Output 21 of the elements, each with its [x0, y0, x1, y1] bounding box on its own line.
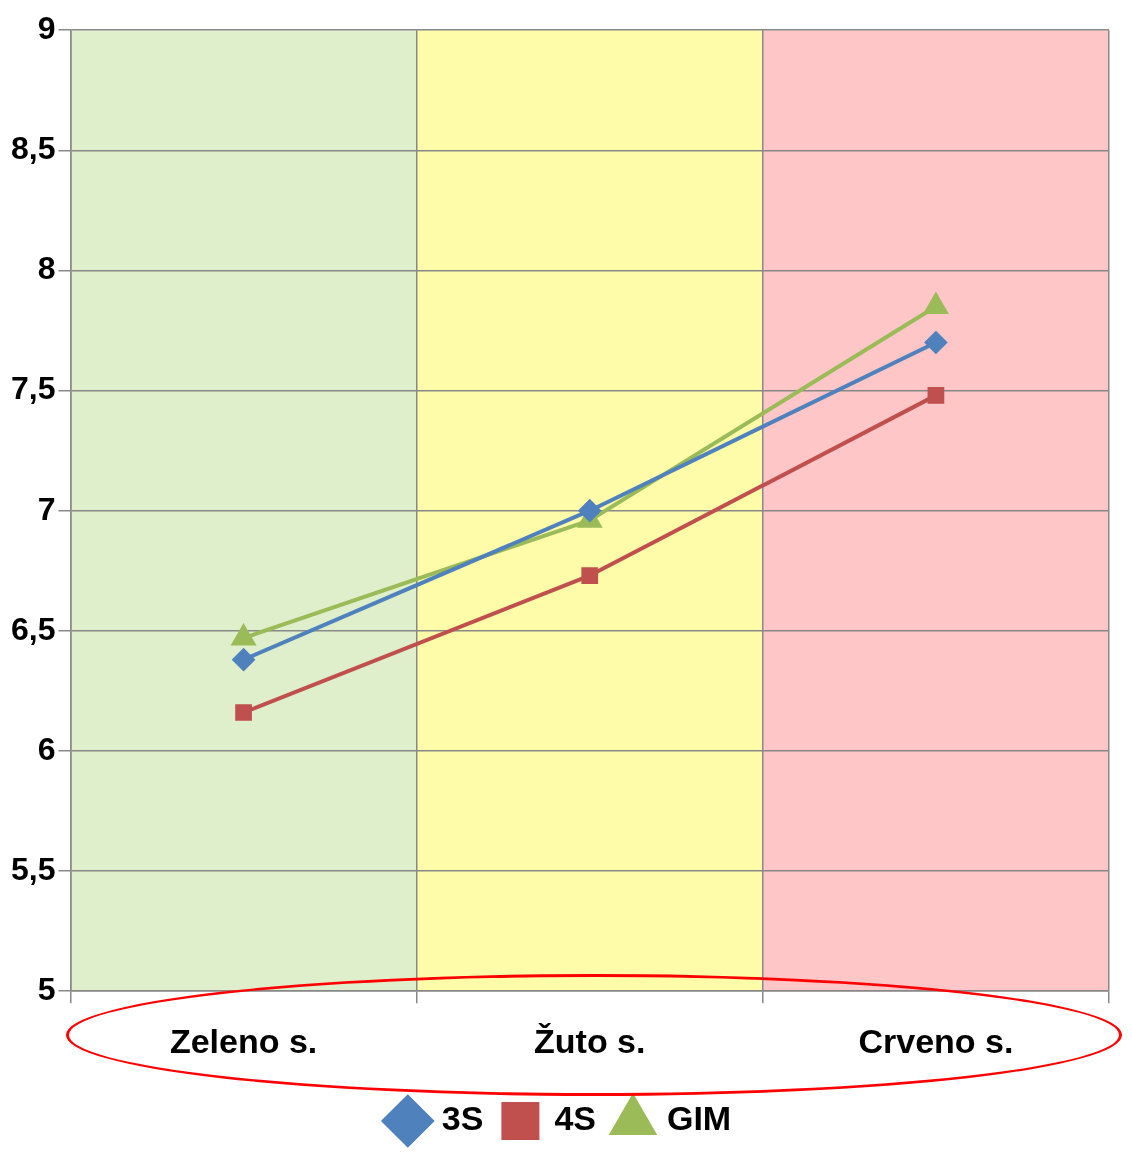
x-tick-label: Zeleno s. [169, 1021, 318, 1060]
point [581, 567, 599, 584]
y-tick-label: 5 [37, 971, 56, 1008]
y-tick-label: 6 [37, 730, 56, 767]
x-tick-label: Crveno s. [858, 1021, 1014, 1060]
y-tick-label: 8 [37, 250, 56, 287]
point [235, 704, 252, 721]
y-tick-label: 8,5 [11, 130, 56, 167]
point [927, 387, 945, 404]
y-tick-label: 7,5 [11, 370, 56, 407]
legend-label: 4S [554, 1099, 596, 1138]
point [924, 331, 947, 354]
y-tick-label: 7 [37, 490, 56, 527]
y-tick-label: 9 [37, 10, 56, 47]
legend-label: 3S [441, 1099, 484, 1138]
legend-label: GIM [666, 1099, 732, 1138]
y-tick-label: 5,5 [11, 850, 56, 887]
point [232, 648, 255, 671]
y-tick-label: 6,5 [11, 610, 56, 647]
point [578, 499, 601, 522]
x-tick-label: Žuto s. [534, 1021, 646, 1060]
